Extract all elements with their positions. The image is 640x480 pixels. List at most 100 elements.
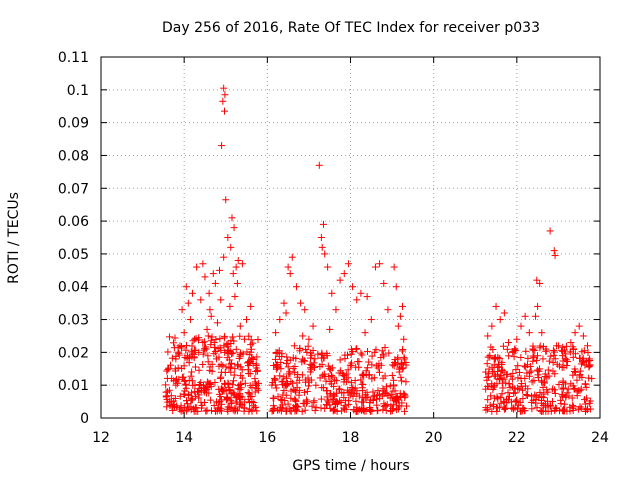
data-point: [237, 380, 245, 388]
data-point: [534, 374, 542, 382]
data-point: [324, 362, 332, 370]
data-point: [484, 332, 492, 340]
data-point: [396, 392, 404, 400]
data-point: [549, 397, 557, 405]
data-point: [387, 391, 395, 399]
data-point: [316, 374, 324, 382]
data-point: [543, 386, 551, 394]
data-point: [269, 402, 277, 410]
data-point: [318, 384, 326, 392]
data-point: [178, 343, 186, 351]
data-point: [221, 107, 229, 115]
data-point: [380, 279, 388, 287]
data-point: [516, 399, 524, 407]
data-point: [536, 388, 544, 396]
data-point: [490, 394, 498, 402]
data-point: [171, 367, 179, 375]
data-point: [559, 352, 567, 360]
data-point: [162, 393, 170, 401]
data-point: [397, 393, 405, 401]
data-point: [358, 351, 366, 359]
data-point: [316, 363, 324, 371]
data-point: [521, 374, 529, 382]
data-point: [301, 306, 309, 314]
data-point: [276, 372, 284, 380]
data-point: [301, 357, 309, 365]
data-point: [344, 260, 352, 268]
data-point: [228, 214, 236, 222]
data-point: [551, 406, 559, 414]
data-point: [360, 372, 368, 380]
data-point: [318, 349, 326, 357]
data-point: [562, 392, 570, 400]
data-point: [523, 391, 531, 399]
data-point: [270, 374, 278, 382]
data-point: [321, 250, 329, 258]
data-point: [400, 335, 408, 343]
data-point: [390, 362, 398, 370]
data-point: [219, 362, 227, 370]
data-point: [208, 407, 216, 415]
data-point: [527, 398, 535, 406]
data-point: [581, 400, 589, 408]
data-point: [211, 379, 219, 387]
data-point: [398, 377, 406, 385]
data-point: [534, 302, 542, 310]
data-point: [237, 349, 245, 357]
data-point: [486, 401, 494, 409]
data-point: [393, 406, 401, 414]
data-point: [492, 302, 500, 310]
data-point: [578, 348, 586, 356]
data-point: [376, 390, 384, 398]
data-point: [211, 343, 219, 351]
data-point: [166, 361, 174, 369]
data-point: [236, 322, 244, 330]
data-point: [386, 394, 394, 402]
data-point: [208, 360, 216, 368]
data-point: [192, 334, 200, 342]
data-point: [175, 375, 183, 383]
data-point: [528, 378, 536, 386]
data-point: [533, 276, 541, 284]
data-point: [329, 373, 337, 381]
data-point: [231, 293, 239, 301]
data-point: [500, 309, 508, 317]
data-point: [490, 361, 498, 369]
data-point: [394, 405, 402, 413]
data-point: [296, 347, 304, 355]
data-point: [491, 353, 499, 361]
data-point: [181, 376, 189, 384]
data-point: [485, 370, 493, 378]
data-point: [383, 400, 391, 408]
data-point: [196, 381, 204, 389]
data-point: [186, 316, 194, 324]
data-point: [250, 399, 258, 407]
data-point: [370, 392, 378, 400]
data-point: [579, 332, 587, 340]
data-point: [336, 385, 344, 393]
data-point: [550, 247, 558, 255]
data-point: [224, 234, 232, 241]
data-point: [331, 392, 339, 400]
y-tick-label: 0.02: [58, 345, 89, 361]
data-point: [365, 358, 373, 366]
data-point: [278, 401, 286, 409]
y-tick-label: 0.05: [58, 247, 89, 263]
data-point: [220, 84, 228, 92]
data-point: [569, 382, 577, 390]
data-point: [347, 361, 355, 369]
data-point: [584, 349, 592, 357]
data-point: [195, 348, 203, 356]
data-point: [188, 342, 196, 350]
data-point: [510, 389, 518, 397]
data-point: [218, 400, 226, 408]
data-point: [178, 306, 186, 314]
data-point: [500, 399, 508, 407]
data-point: [309, 322, 317, 330]
data-point: [511, 385, 519, 393]
data-point: [581, 407, 589, 415]
data-point: [199, 350, 207, 358]
data-point: [358, 384, 366, 392]
data-point: [182, 407, 190, 415]
data-point: [303, 348, 311, 356]
